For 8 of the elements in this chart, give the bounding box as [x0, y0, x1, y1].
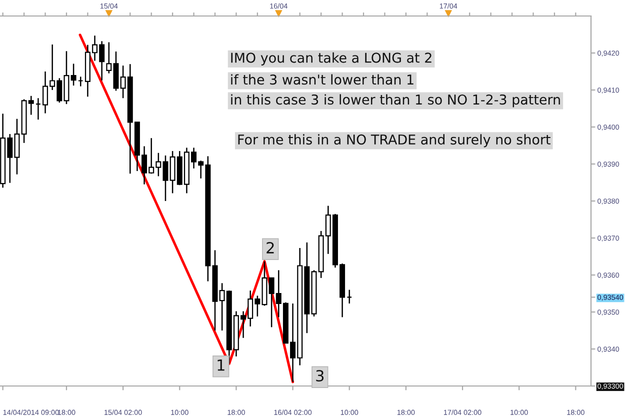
annotation: 1 — [218, 359, 224, 371]
annotation: 3 — [316, 370, 324, 382]
annotation: For me this in a NO TRADE and surely no short — [238, 134, 550, 148]
annotation: in this case 3 is lower than 1 so NO 1-2-3 pattern — [231, 94, 560, 108]
annotation: if the 3 wasn't lower than 1 — [231, 74, 414, 85]
annotation: 2 — [266, 242, 274, 254]
candlestick — [70, 63, 76, 86]
annotation: IMO you can take a LONG at 2 — [231, 52, 432, 66]
